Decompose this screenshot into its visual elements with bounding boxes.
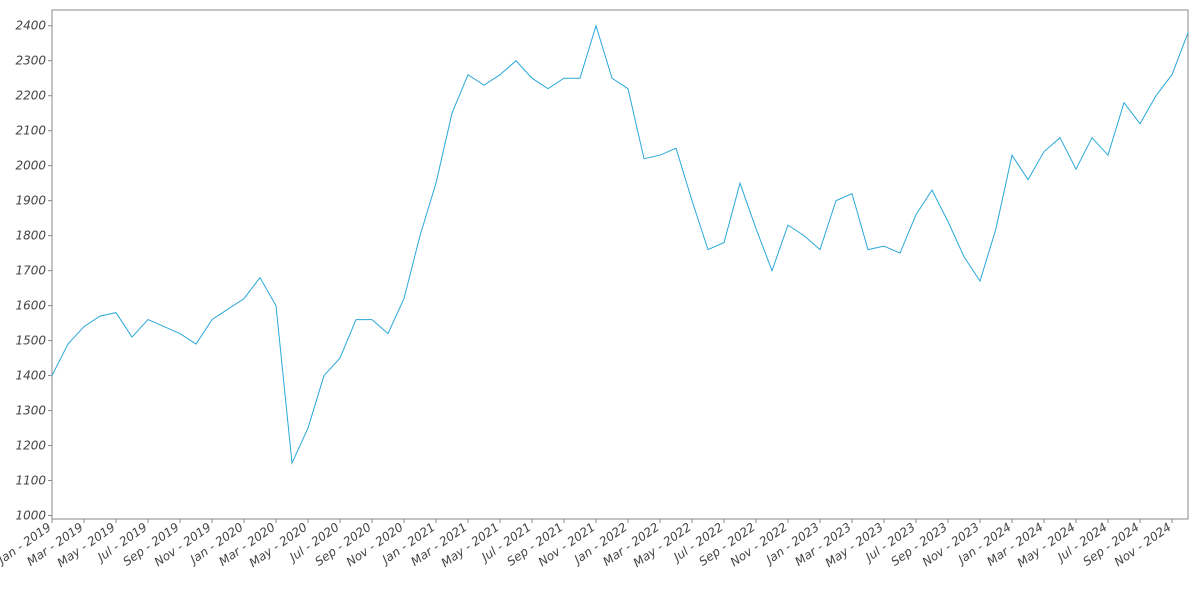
y-tick-label: 1200 [15,439,46,453]
y-tick-label: 1500 [15,334,46,348]
line-series [51,24,1189,465]
y-tick-label: 1000 [15,509,46,523]
y-tick-label: 1700 [15,264,46,278]
y-tick-label: 1400 [15,369,46,383]
plot-frame [51,9,1189,520]
y-tick-label: 1800 [15,229,46,243]
y-tick-label: 2100 [15,124,46,138]
y-tick-label: 1900 [15,194,46,208]
y-tick-label: 1600 [15,299,46,313]
y-tick-label: 2200 [15,89,46,103]
y-tick-label: 2400 [15,19,46,33]
y-tick-label: 1300 [15,404,46,418]
y-tick-label: 2300 [15,54,46,68]
y-tick-label: 1100 [15,474,46,488]
y-tick-label: 2000 [15,159,46,173]
